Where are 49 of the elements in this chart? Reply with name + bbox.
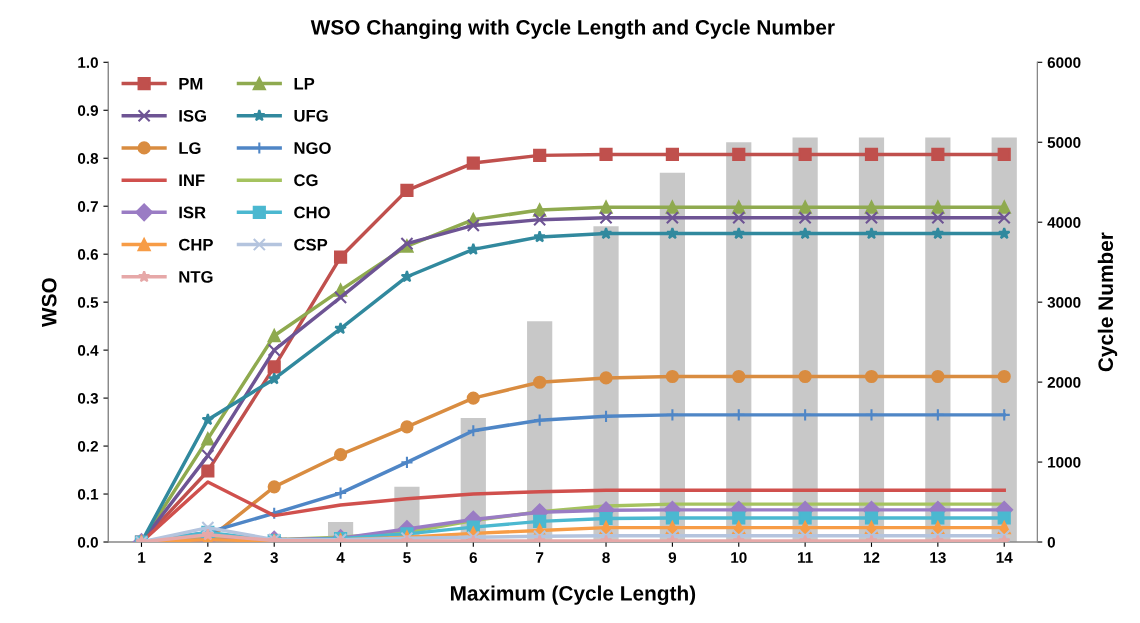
legend-label: ISR [179,206,206,219]
y2-tick-label: 5000 [1047,137,1081,148]
y2-axis-title: Cycle Number [1097,232,1118,372]
y-tick-label: 0.8 [77,153,99,164]
y-tick-label: 0.4 [77,344,99,356]
y2-tick-label: 3000 [1047,297,1081,308]
legend-label: NTG [179,270,213,283]
y-axis-title: WSO [41,278,57,328]
x-tick-label: 11 [798,552,813,563]
legend-label: CSP [294,238,328,251]
y2-tick-label: 4000 [1047,217,1081,228]
x-tick-label: 1 [138,552,146,563]
y-tick-label: 0.2 [77,440,98,452]
x-tick-label: 14 [996,552,1013,563]
y2-tick-label: 1000 [1048,456,1081,468]
legend-label: LG [179,142,201,154]
x-tick-label: 10 [731,552,747,563]
legend-label: ISG [179,109,206,122]
x-axis-title: Maximum (Cycle Length) [450,585,696,605]
y-tick-label: 0.3 [77,392,99,404]
legend-label: CHO [294,206,330,219]
x-tick-label: 13 [930,552,946,563]
y2-tick-label: 2000 [1047,376,1081,388]
legend-label: CG [294,174,318,187]
y-tick-label: 0.0 [77,536,98,548]
x-tick-label: 3 [270,552,278,563]
y-tick-label: 0.9 [77,105,99,116]
legend-label: LP [294,77,315,90]
x-tick-label: 7 [536,552,544,563]
chart-title: WSO Changing with Cycle Length and Cycle Number [310,19,835,39]
y2-tick-label: 6000 [1047,57,1081,68]
legend-label: INF [179,174,205,186]
legend-label: PM [179,77,203,90]
x-tick-label: 6 [469,552,477,563]
y2-tick-label: 0 [1047,536,1055,548]
x-tick-label: 8 [602,552,610,563]
x-tick-label: 9 [668,552,677,563]
x-tick-label: 12 [863,552,880,563]
y-tick-label: 1.0 [78,57,98,68]
y-tick-label: 0.7 [77,201,98,212]
x-tick-label: 2 [204,552,212,563]
y-tick-label: 0.6 [77,249,99,260]
y-tick-label: 0.5 [77,297,99,308]
x-tick-label: 4 [336,552,345,563]
legend-label: NGO [294,142,331,154]
x-tick-label: 5 [403,552,411,563]
y-tick-label: 0.1 [77,488,99,500]
legend-label: UFG [294,109,328,122]
legend-label: CHP [178,238,213,251]
